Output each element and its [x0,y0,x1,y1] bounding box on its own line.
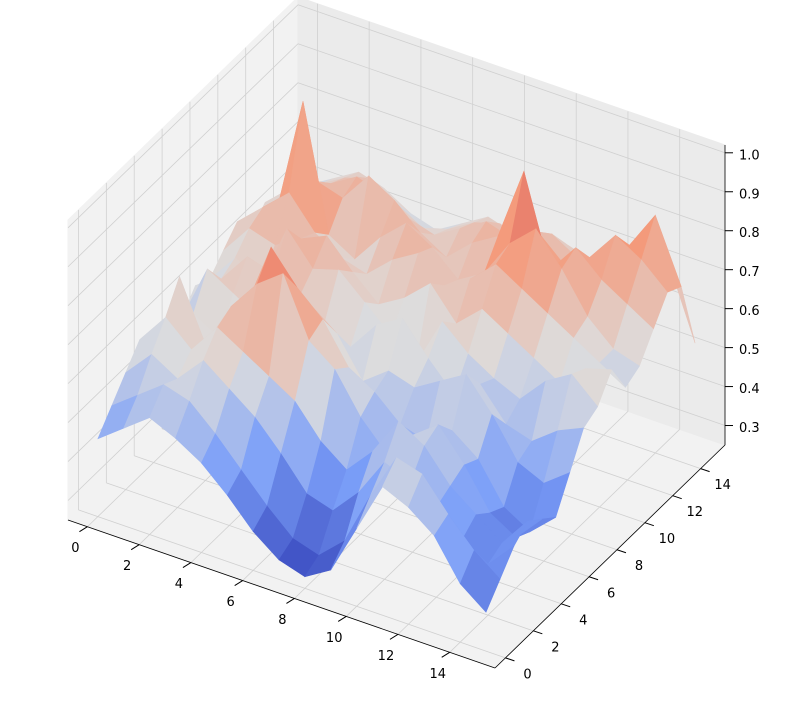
y-tick-label: 12 [686,505,703,520]
y-tick-label: 6 [607,586,615,601]
grid-line [297,43,726,193]
y-tick [616,549,627,554]
y-tick-label: 14 [714,478,731,493]
grid-line [297,4,726,154]
y-tick [672,495,682,500]
x-tick [389,633,399,640]
y-tick [505,657,515,662]
z-tick-label: 0.6 [739,304,760,319]
x-tick [182,562,192,569]
y-tick [588,576,599,581]
surface-facet [459,550,501,613]
x-tick [234,580,243,586]
grid-line [67,121,299,345]
grid-line [67,4,299,229]
y-tick [561,603,571,608]
axis-line [67,519,496,669]
z-tick-label: 0.7 [739,265,760,280]
x-tick-label: 10 [326,631,343,646]
x-tick-label: 14 [429,667,446,682]
x-tick [79,526,88,533]
x-tick-label: 2 [123,559,131,574]
x-tick-label: 4 [175,577,183,592]
z-tick-label: 0.5 [739,343,760,358]
z-tick-label: 1.0 [739,148,760,163]
x-tick [130,544,140,551]
grid-line [297,82,726,232]
y-tick-label: 4 [579,613,587,628]
x-tick-label: 6 [227,595,235,610]
x-tick [337,616,347,622]
x-tick [286,598,295,604]
y-tick-label: 10 [659,532,676,547]
y-tick-label: 2 [551,640,559,655]
z-tick-label: 0.8 [739,226,760,241]
grid-line [67,160,299,384]
x-tick-label: 8 [278,613,286,628]
y-tick [533,630,543,635]
y-tick [644,522,655,527]
grid-line [78,509,506,659]
y-tick-label: 0 [523,667,531,682]
grid-line [67,43,299,268]
z-tick-label: 0.4 [739,382,760,397]
axis-line [494,444,726,669]
z-tick-label: 0.9 [739,187,760,202]
y-tick-label: 8 [635,559,643,574]
y-tick [700,468,710,473]
x-tick-label: 12 [378,649,395,664]
grid-line [67,82,299,307]
x-tick-label: 0 [71,541,79,556]
x-tick [441,651,450,658]
z-tick-label: 0.3 [739,421,760,436]
